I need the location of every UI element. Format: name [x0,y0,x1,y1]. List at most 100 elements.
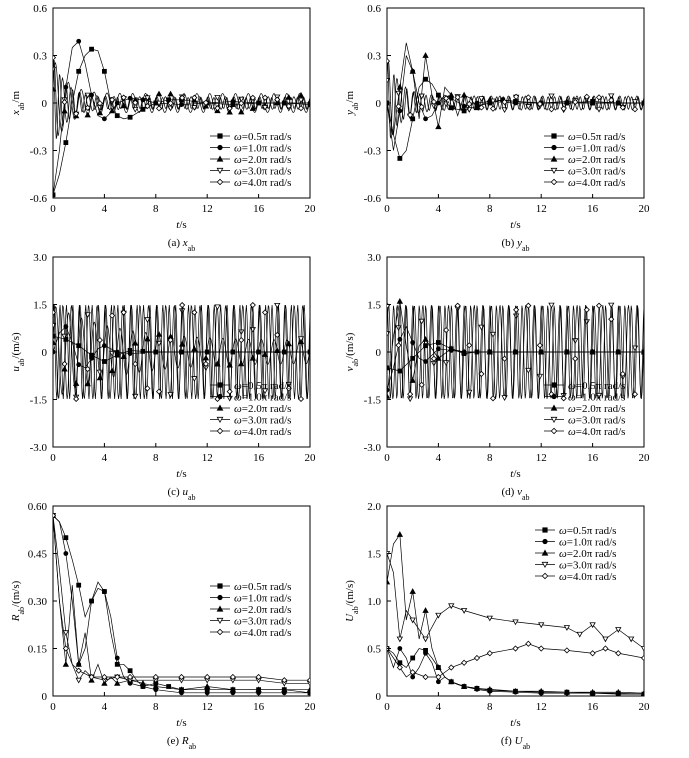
y-tick-label: -0.3 [30,146,48,158]
data-point [191,376,198,382]
data-point [423,76,428,82]
data-point [261,388,269,395]
data-point [120,102,127,109]
data-point [387,578,391,585]
data-point [396,636,404,643]
data-point [430,98,437,105]
y-tick-label: 0.6 [33,3,47,15]
data-point [478,104,485,111]
y-tick-label: -1.5 [364,395,382,407]
data-point [602,645,609,652]
legend-entry: ω=2.0π rad/s [234,403,291,415]
y-tick-label: -0.6 [364,193,382,205]
data-point [144,317,151,324]
data-point [255,686,262,693]
x-tick-label: 12 [202,452,213,464]
data-point [249,327,256,333]
data-point [76,582,82,588]
y-tick-label: 0.3 [33,51,47,63]
data-point [202,99,209,106]
data-point [144,385,151,392]
legend-marker [216,427,224,435]
data-point [608,302,615,309]
data-point [281,686,288,693]
data-point [114,680,121,686]
legend-marker [551,393,557,400]
data-point [96,336,103,344]
x-tick-label: 20 [305,701,317,713]
legend-marker [541,572,549,580]
data-point [489,331,497,338]
data-point [179,301,186,309]
y-axis-label: Rab/(m/s) [10,580,26,622]
data-point [114,655,120,661]
data-point [627,636,635,643]
legend-marker [541,561,549,569]
data-point [615,650,622,657]
data-point [409,669,416,676]
data-point [306,677,310,684]
data-point [132,360,139,368]
data-point [435,612,442,619]
data-point [120,94,127,101]
legend-marker [217,144,223,151]
data-point [89,46,94,52]
data-point [75,661,82,667]
legend-entry: ω=3.0π rad/s [234,616,291,628]
data-point [423,116,428,122]
data-point [114,673,121,681]
data-point [114,113,120,119]
chart-panel: 0 4 8 12 16 20 -0.6 -0.3 0 0.3 0.6 t/s xab/m (a) xab ω… [10,3,316,253]
data-point [63,535,69,541]
data-point [501,107,508,114]
data-point [127,668,133,674]
data-point [525,640,532,647]
data-point [608,97,615,104]
x-axis-label: t/s [176,717,186,729]
data-point [61,99,68,106]
y-tick-label: 1.5 [367,300,381,312]
y-tick-label: -3.0 [30,442,48,454]
data-point [595,94,603,101]
data-point [202,360,209,368]
data-point [84,111,91,118]
legend-entry: ω=1.0π rad/s [234,593,291,605]
x-tick-label: 8 [153,452,159,464]
data-point [501,98,508,106]
legend: ω=0.5π rad/sω=1.0π rad/sω=2.0π rad/sω=3.… [544,380,625,438]
x-tick-label: 12 [202,701,213,713]
data-point [387,387,390,393]
data-point [448,678,455,685]
data-point [423,650,428,656]
data-point [454,94,461,101]
data-point [120,309,127,316]
data-point [96,100,103,107]
x-axis-label: t/s [510,468,520,480]
data-point [62,661,70,667]
legend-marker [551,133,557,139]
x-tick-label: 12 [536,203,547,215]
y-tick-label: 0.60 [28,501,48,513]
y-tick-label: -0.3 [364,146,382,158]
series-group [53,512,310,696]
x-tick-label: 20 [639,452,651,464]
data-point [443,95,450,102]
legend-marker [550,427,558,435]
data-point [407,391,414,398]
x-tick-label: 8 [153,701,159,713]
x-tick-label: 0 [384,701,390,713]
data-point [139,680,147,686]
data-point [274,331,281,338]
data-point [409,68,416,74]
data-point [89,598,94,604]
legend-entry: ω=1.0π rad/s [559,537,616,549]
data-point [75,667,82,674]
data-point [525,367,532,374]
legend-entry: ω=4.0π rad/s [568,177,625,189]
legend-marker [217,393,223,400]
data-point [127,114,133,120]
y-tick-label: 0.3 [367,51,381,63]
data-point [61,333,68,340]
legend-marker [550,416,558,424]
x-tick-label: 16 [253,452,265,464]
